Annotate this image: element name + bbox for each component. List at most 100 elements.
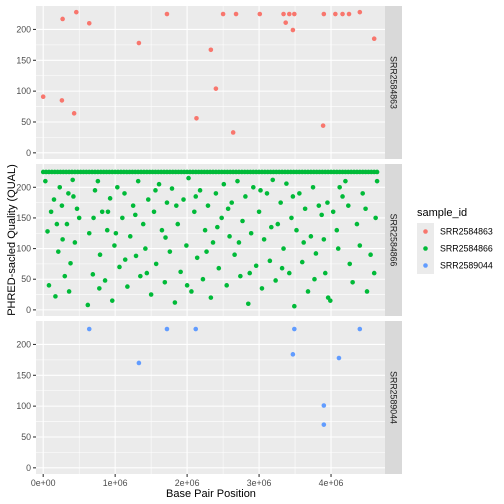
data-point [347, 261, 353, 267]
data-point [316, 203, 322, 208]
data-point [164, 11, 170, 17]
data-point [232, 252, 237, 258]
data-point [301, 240, 306, 245]
data-point [120, 215, 125, 221]
data-point [213, 191, 219, 196]
legend-item: SRR2584866 [417, 240, 493, 257]
data-point [104, 227, 110, 233]
y-tick-label: 100 [16, 401, 31, 411]
data-point [186, 175, 191, 181]
data-point [292, 11, 297, 17]
data-point [122, 191, 127, 196]
data-point [107, 196, 113, 201]
data-point [308, 234, 314, 239]
x-axis: 0e+00 1e+06 2e+06 3e+06 4e+06 [31, 474, 344, 488]
data-point [320, 123, 326, 128]
data-point [181, 197, 186, 202]
data-point [193, 194, 199, 199]
data-point [286, 11, 292, 17]
data-point [227, 234, 232, 239]
data-point [92, 188, 98, 193]
legend-title: sample_id [417, 207, 467, 219]
data-point [200, 276, 206, 282]
data-point [60, 16, 65, 22]
y-tick-label: 0 [26, 148, 31, 158]
data-point [275, 221, 281, 227]
data-point [281, 11, 286, 17]
data-point [115, 184, 120, 190]
data-point [90, 272, 96, 277]
facet-panel: 0 50 100 150 200 SRR2589044 [16, 321, 402, 474]
data-point [270, 177, 276, 183]
data-point [243, 194, 248, 199]
data-point [264, 191, 270, 196]
data-point [363, 206, 368, 212]
data-point [335, 246, 341, 251]
data-point [273, 278, 278, 283]
data-point [184, 283, 190, 288]
data-point [122, 257, 128, 262]
data-point [51, 197, 57, 202]
data-point [343, 178, 348, 184]
y-tick-label: 200 [16, 182, 31, 192]
data-point [258, 188, 263, 193]
x-tick-label: 2e+06 [175, 478, 200, 488]
data-point [257, 11, 263, 17]
x-tick-label: 3e+06 [247, 478, 272, 488]
data-point [292, 303, 297, 309]
data-point [72, 240, 78, 245]
data-point [360, 191, 365, 196]
data-point [225, 206, 231, 212]
data-point [136, 360, 142, 366]
facet-strip [385, 321, 402, 474]
legend: sample_id SRR2584863 SRR2584866 SRR2589044 [417, 207, 493, 274]
data-point [205, 203, 211, 208]
x-tick-label: 4e+06 [319, 478, 344, 488]
data-point [215, 224, 220, 230]
data-point [97, 252, 103, 258]
y-tick-label: 200 [16, 339, 31, 349]
data-point [148, 292, 154, 297]
data-point [135, 178, 141, 184]
data-point [290, 194, 296, 199]
data-point [290, 352, 296, 357]
data-point [178, 269, 183, 275]
data-point [136, 40, 142, 46]
x-tick-label: 1e+06 [103, 478, 128, 488]
data-point [204, 249, 209, 254]
data-point [238, 273, 243, 279]
data-point [86, 20, 92, 26]
data-point [167, 249, 173, 254]
data-point [256, 209, 262, 215]
data-point [60, 237, 65, 242]
data-point [224, 283, 229, 288]
data-point [368, 252, 373, 258]
data-point [172, 300, 178, 305]
y-tick-label: 50 [21, 274, 31, 284]
data-point [48, 209, 54, 215]
data-point [364, 289, 370, 294]
data-point [213, 86, 219, 91]
data-point [240, 218, 245, 224]
data-point [284, 181, 289, 186]
data-point [91, 215, 96, 221]
data-point [145, 197, 151, 202]
data-point [220, 11, 226, 17]
data-point [66, 289, 72, 294]
data-point [140, 221, 146, 227]
data-point [216, 265, 222, 271]
data-point [337, 184, 342, 190]
data-point [202, 227, 208, 233]
data-point [302, 206, 308, 212]
data-point [112, 243, 117, 248]
data-point [66, 191, 71, 196]
data-point [321, 11, 327, 17]
data-point [164, 326, 170, 332]
data-point [71, 194, 76, 199]
data-point [373, 215, 378, 221]
facet-strip-label: SRR2589044 [389, 371, 399, 424]
data-point [299, 259, 305, 265]
data-point [53, 294, 58, 299]
data-point [138, 273, 143, 279]
